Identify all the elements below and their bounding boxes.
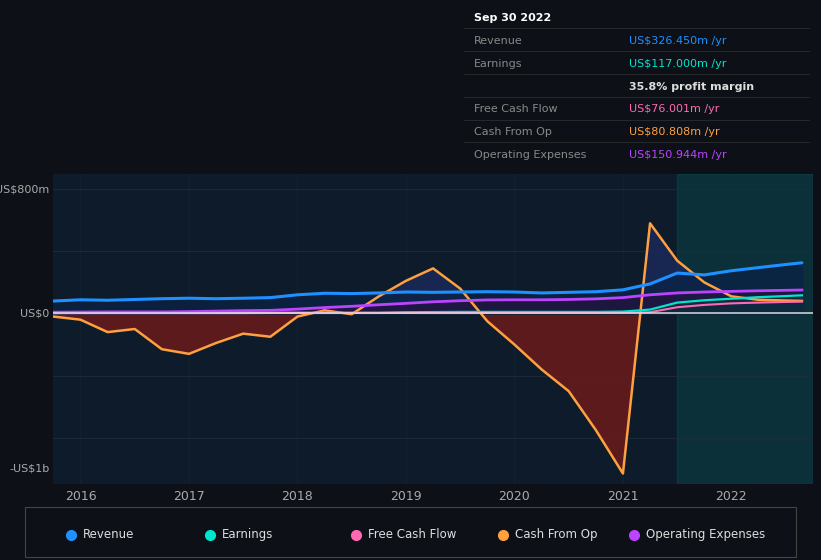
Text: Revenue: Revenue bbox=[475, 36, 523, 46]
Bar bbox=[677, 174, 813, 484]
Text: -US$1b: -US$1b bbox=[9, 464, 49, 474]
Text: Cash From Op: Cash From Op bbox=[515, 528, 597, 541]
Text: US$326.450m /yr: US$326.450m /yr bbox=[630, 36, 727, 46]
Text: 35.8% profit margin: 35.8% profit margin bbox=[630, 82, 754, 91]
Text: US$80.808m /yr: US$80.808m /yr bbox=[630, 127, 720, 137]
Text: US$0: US$0 bbox=[21, 309, 49, 319]
Text: Revenue: Revenue bbox=[82, 528, 134, 541]
Text: Free Cash Flow: Free Cash Flow bbox=[475, 104, 557, 114]
Text: US$117.000m /yr: US$117.000m /yr bbox=[630, 59, 727, 69]
Text: Operating Expenses: Operating Expenses bbox=[475, 150, 586, 160]
Text: Earnings: Earnings bbox=[222, 528, 273, 541]
Text: Sep 30 2022: Sep 30 2022 bbox=[475, 13, 552, 23]
Text: Cash From Op: Cash From Op bbox=[475, 127, 552, 137]
Text: Operating Expenses: Operating Expenses bbox=[646, 528, 765, 541]
Text: US$150.944m /yr: US$150.944m /yr bbox=[630, 150, 727, 160]
Text: US$800m: US$800m bbox=[0, 184, 49, 194]
Text: US$76.001m /yr: US$76.001m /yr bbox=[630, 104, 720, 114]
Text: Free Cash Flow: Free Cash Flow bbox=[368, 528, 456, 541]
Text: Earnings: Earnings bbox=[475, 59, 523, 69]
